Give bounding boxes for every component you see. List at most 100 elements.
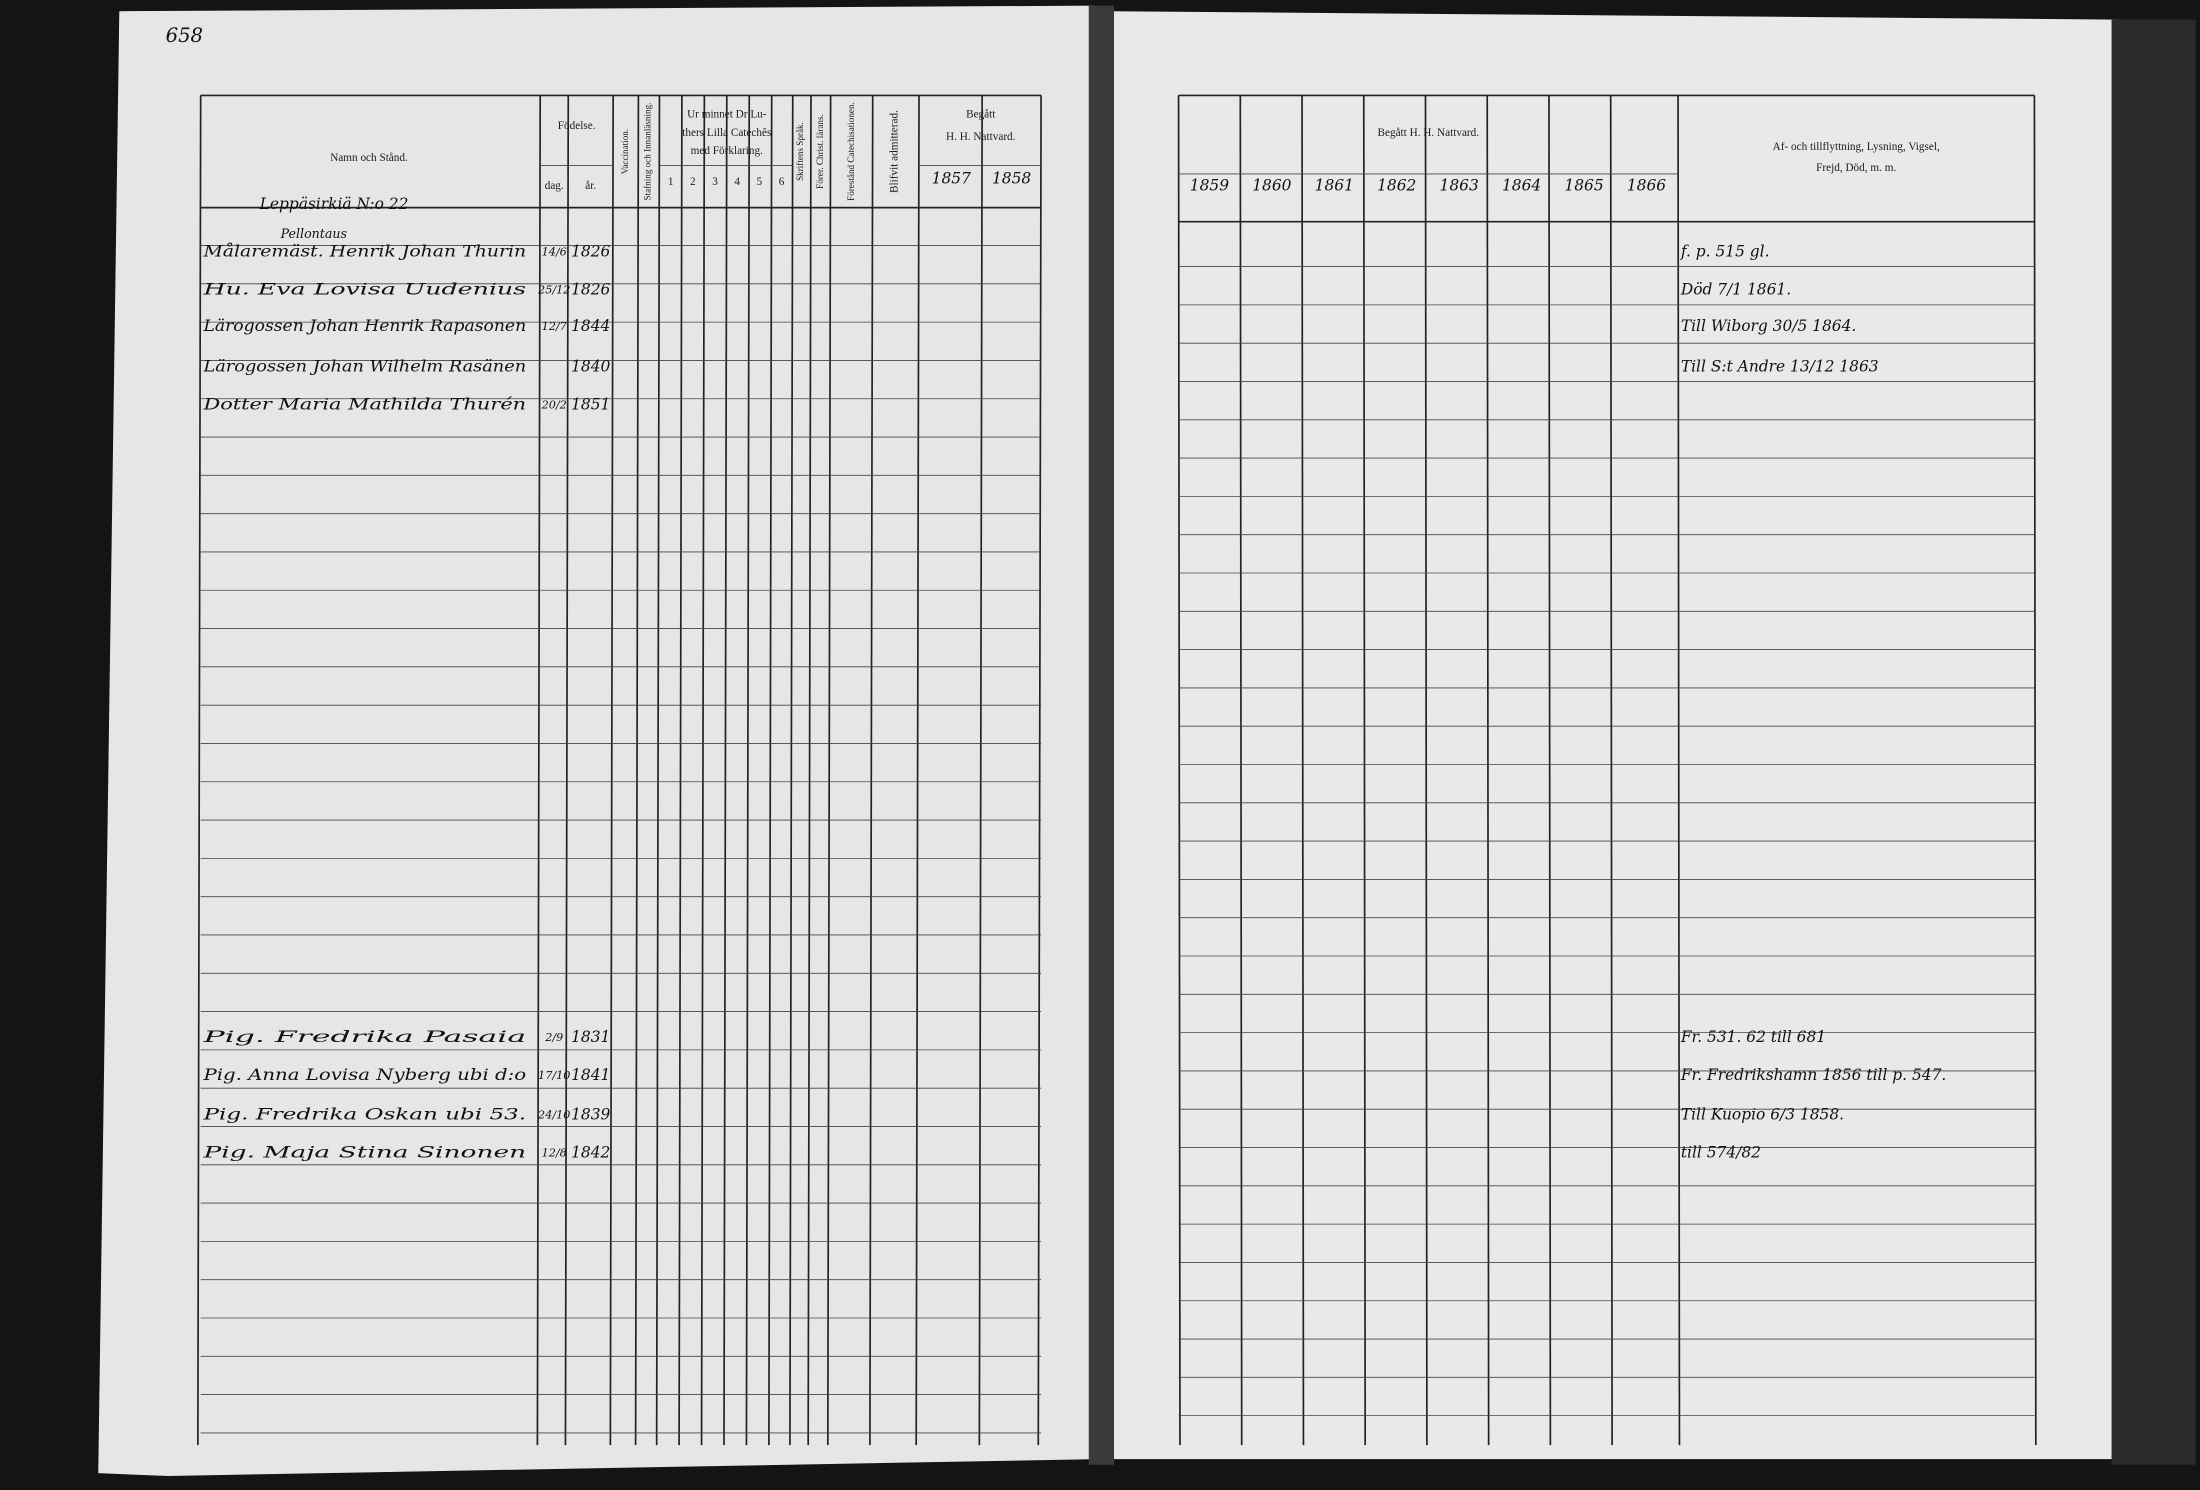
note: till 574/82 — [1681, 1143, 1761, 1161]
farm-subtitle: Pellontaus — [280, 226, 348, 241]
year-header: 1864 — [1502, 177, 1541, 195]
header: Stafning och Innanläsning. — [642, 103, 652, 201]
birth-year: 1842 — [571, 1143, 610, 1161]
birth-day: 14/6 — [542, 246, 567, 259]
column-line — [1301, 95, 1305, 1446]
catechism-number: 1 — [668, 176, 674, 188]
header: thers Lilla Catechês — [682, 127, 771, 139]
birth-year: 1844 — [571, 317, 610, 335]
header: Skriftens Språk. — [795, 122, 805, 181]
year-header: 1866 — [1627, 177, 1666, 195]
column-line — [789, 95, 794, 1446]
catechism-number: 4 — [734, 176, 740, 188]
person-name: Lärogossen Johan Wilhelm Rasänen — [202, 358, 526, 376]
birth-day: 17/10 — [538, 1069, 570, 1082]
left-page — [98, 5, 1098, 1476]
column-line — [745, 95, 751, 1446]
header: Begått — [966, 109, 996, 121]
birth-year: 1841 — [571, 1066, 610, 1084]
column-line — [1486, 95, 1490, 1446]
year-header: 1857 — [932, 170, 971, 188]
header: Förer. Christ. lärans. — [815, 114, 825, 189]
note: Fr. Fredrikshamn 1856 till p. 547. — [1680, 1066, 1946, 1084]
farm: Leppäsirkiä N:o 22 — [259, 195, 409, 213]
right-edge — [2111, 19, 2196, 1465]
catechism-number: 5 — [757, 176, 763, 188]
spine — [1088, 5, 1115, 1465]
note: f. p. 515 gl. — [1680, 243, 1770, 261]
person-name: Dotter Maria Mathilda Thurén — [202, 395, 526, 413]
column-line — [1677, 95, 1681, 1446]
catechism-number: 2 — [690, 176, 696, 188]
year-header: 1862 — [1377, 177, 1416, 195]
column-line — [678, 95, 683, 1446]
year-header: 1861 — [1315, 177, 1354, 195]
header: Förestånd Catechisationen. — [846, 102, 856, 201]
column-line — [1037, 95, 1042, 1446]
column-line — [609, 95, 614, 1446]
birth-day: 12/8 — [542, 1146, 567, 1159]
birth-year: 1831 — [571, 1028, 610, 1046]
birth-day: 12/7 — [542, 320, 568, 333]
birth-year: 1851 — [571, 395, 610, 413]
rows: Målaremäst. Henrik Johan Thurin 14/6 1826 f… — [201, 243, 1946, 1162]
header: år. — [585, 180, 596, 192]
header: Begått H. H. Nattvard. — [1378, 127, 1480, 139]
header: Ur minnet Dr Lu- — [687, 109, 767, 121]
birth-year: 1839 — [571, 1105, 610, 1123]
column-line — [723, 95, 728, 1446]
right-page — [1108, 11, 2126, 1460]
column-line — [1177, 95, 1181, 1446]
header: med Förklaring. — [691, 145, 763, 157]
birth-day: 25/12 — [537, 283, 570, 296]
header: Blifvit admitterad. — [889, 110, 901, 193]
column-line — [915, 95, 920, 1446]
column-line — [1362, 95, 1367, 1446]
person-name: Målaremäst. Henrik Johan Thurin — [202, 243, 526, 261]
column-line — [826, 95, 832, 1446]
year-header: 1858 — [992, 170, 1031, 188]
person-name: Pig. Maja Stina Sinonen — [202, 1143, 526, 1161]
header: Af- och tillflyttning, Lysning, Vigsel, — [1773, 141, 1940, 153]
person-name: Pig. Fredrika Oskan ubi 53. — [202, 1105, 526, 1123]
column-line — [1609, 95, 1613, 1446]
column-line — [197, 95, 202, 1446]
header: Vaccination. — [620, 129, 630, 174]
column-line — [978, 95, 983, 1446]
header: dag. — [545, 180, 564, 192]
catechism-number: 6 — [779, 176, 785, 188]
column-line — [807, 95, 812, 1446]
note: Död 7/1 1861. — [1680, 280, 1791, 298]
person-name: Lärogossen Johan Henrik Rapasonen — [202, 317, 526, 335]
column-line — [1424, 95, 1428, 1446]
column-line — [700, 95, 706, 1446]
birth-day: 24/10 — [537, 1108, 570, 1121]
column-line — [869, 95, 874, 1446]
birth-day: 2/9 — [544, 1031, 563, 1044]
note: Fr. 531. 62 till 681 — [1680, 1028, 1826, 1046]
column-line — [2033, 95, 2037, 1446]
header: H. H. Nattvard. — [946, 131, 1016, 143]
column-line — [1239, 95, 1243, 1446]
birth-day: 20/2 — [541, 398, 567, 411]
person-name: Hu. Eva Lovisa Uudenius — [202, 280, 526, 298]
column-line — [1548, 95, 1552, 1446]
column-line — [655, 95, 661, 1446]
note: Till S:t Andre 13/12 1863 — [1681, 358, 1879, 376]
header: Frejd, Död, m. m. — [1816, 162, 1896, 174]
birth-year: 1826 — [571, 280, 610, 298]
column-line — [634, 95, 640, 1446]
year-header: 1863 — [1440, 177, 1479, 195]
note: Till Kuopio 6/3 1858. — [1681, 1105, 1844, 1123]
column-line — [564, 95, 570, 1446]
year-header: 1865 — [1564, 177, 1603, 195]
column-line — [536, 95, 542, 1446]
person-name: Pig. Fredrika Pasaia — [201, 1028, 526, 1046]
header: Namn och Stånd. — [330, 152, 408, 164]
column-line — [768, 95, 773, 1446]
year-header: 1859 — [1190, 177, 1229, 195]
birth-year: 1826 — [571, 243, 610, 261]
header: Födelse. — [558, 120, 596, 132]
year-header: 1860 — [1252, 177, 1291, 195]
